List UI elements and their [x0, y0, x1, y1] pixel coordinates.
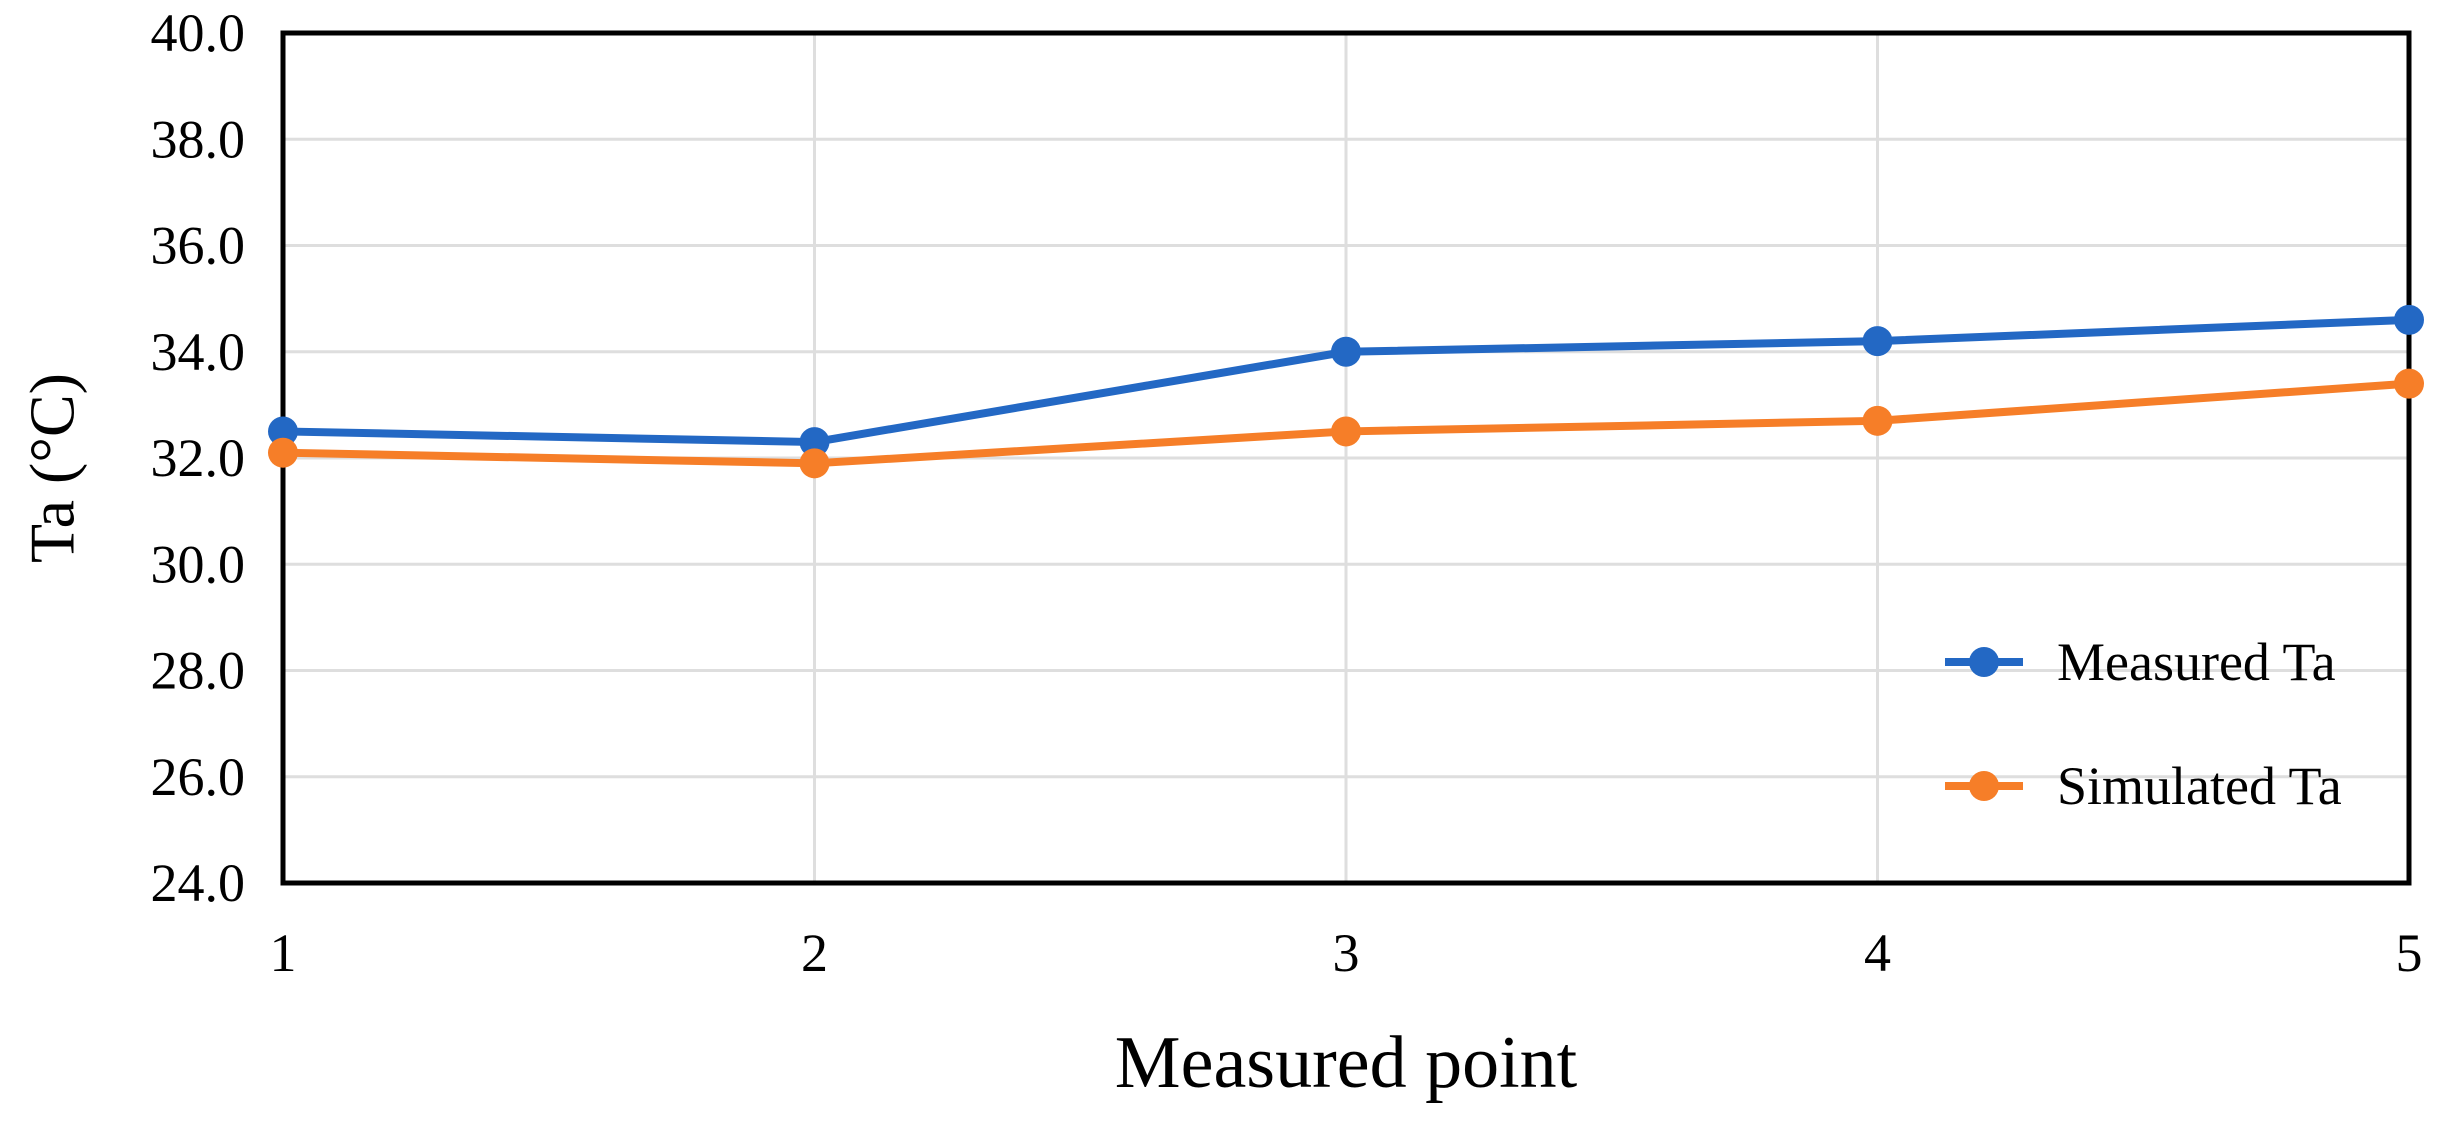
data-point-marker	[799, 427, 830, 458]
data-point-marker	[2394, 368, 2424, 399]
data-point-marker	[268, 416, 298, 447]
data-series	[268, 304, 2424, 479]
data-point-marker	[1331, 416, 1361, 447]
x-tick-label: 4	[1864, 923, 1891, 983]
y-tick-label: 30.0	[151, 534, 246, 594]
legend-item: Measured Ta	[1945, 632, 2336, 692]
data-point-marker	[799, 448, 830, 479]
data-point-marker	[2394, 304, 2424, 335]
y-axis-title: Ta (°C)	[17, 373, 88, 563]
legend-marker	[1969, 647, 1999, 677]
legend-label: Measured Ta	[2057, 632, 2336, 692]
y-tick-label: 34.0	[151, 322, 246, 382]
y-tick-label: 24.0	[151, 853, 246, 913]
y-tick-label: 32.0	[151, 428, 246, 488]
series-simulated	[268, 368, 2424, 479]
data-point-marker	[268, 437, 298, 468]
data-point-marker	[1862, 405, 1893, 436]
legend-label: Simulated Ta	[2057, 756, 2342, 816]
x-tick-label: 5	[2396, 923, 2423, 983]
series-measured	[268, 304, 2424, 458]
y-tick-label: 28.0	[151, 641, 246, 701]
x-tick-label: 3	[1333, 923, 1360, 983]
data-point-marker	[1862, 326, 1893, 357]
legend: Measured Ta Simulated Ta	[1945, 632, 2342, 816]
x-tick-label: 1	[270, 923, 297, 983]
x-axis-tick-labels: 1 2 3 4 5	[270, 923, 2423, 983]
y-tick-label: 26.0	[151, 747, 246, 807]
y-tick-label: 38.0	[151, 109, 246, 169]
y-tick-label: 36.0	[151, 216, 246, 276]
y-axis-tick-labels: 24.0 26.0 28.0 30.0 32.0 34.0 36.0 38.0 40.0	[151, 3, 246, 913]
legend-marker	[1969, 771, 1999, 801]
legend-item: Simulated Ta	[1945, 756, 2342, 816]
x-axis-title: Measured point	[1115, 1022, 1578, 1104]
data-point-marker	[1331, 336, 1361, 367]
y-tick-label: 40.0	[151, 3, 246, 63]
x-tick-label: 2	[801, 923, 828, 983]
